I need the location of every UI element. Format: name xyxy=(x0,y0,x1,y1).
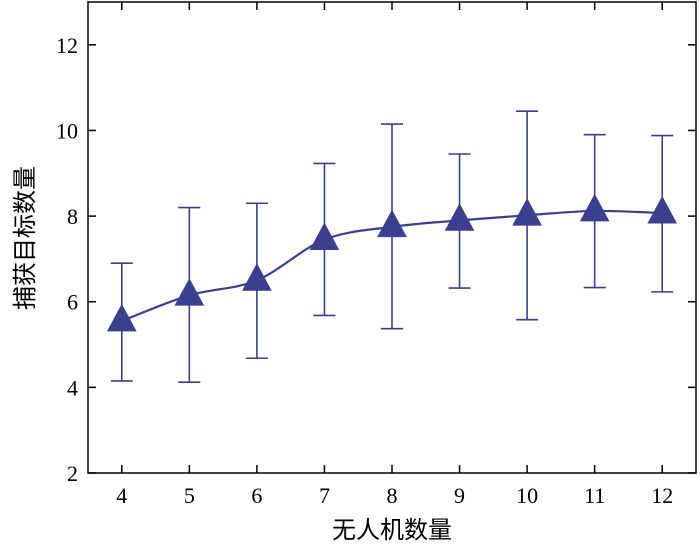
x-tick-label: 12 xyxy=(651,483,673,508)
data-point-triangle xyxy=(309,222,340,251)
x-axis-title: 无人机数量 xyxy=(332,516,452,544)
y-tick-label: 4 xyxy=(67,375,78,400)
y-tick-label: 10 xyxy=(56,118,78,143)
x-tick-label: 9 xyxy=(454,483,465,508)
data-point-triangle xyxy=(647,195,678,224)
x-tick-label: 10 xyxy=(516,483,538,508)
x-tick-label: 11 xyxy=(584,483,605,508)
x-tick-label: 8 xyxy=(387,483,398,508)
data-point-triangle xyxy=(512,198,542,226)
x-tick-label: 7 xyxy=(319,483,330,508)
y-tick-label: 8 xyxy=(67,204,78,229)
data-point-triangle xyxy=(377,209,407,238)
y-tick-label: 2 xyxy=(67,461,78,486)
data-point-triangle xyxy=(242,263,272,291)
x-tick-label: 6 xyxy=(251,483,262,508)
y-tick-label: 12 xyxy=(56,33,78,58)
x-axis: 4 5 6 7 8 9 10 11 12 xyxy=(116,2,673,508)
y-axis: 2 4 6 8 10 12 xyxy=(56,33,696,486)
y-axis-title: 捕获目标数量 xyxy=(11,166,39,310)
data-point-triangle xyxy=(106,303,137,332)
y-tick-label: 6 xyxy=(67,290,78,315)
x-tick-label: 5 xyxy=(184,483,195,508)
error-bars xyxy=(110,110,674,384)
data-point-triangle xyxy=(579,193,610,222)
data-point-triangle xyxy=(444,203,475,231)
x-tick-label: 4 xyxy=(116,483,127,508)
series-markers xyxy=(106,193,678,332)
data-point-triangle xyxy=(174,278,205,306)
